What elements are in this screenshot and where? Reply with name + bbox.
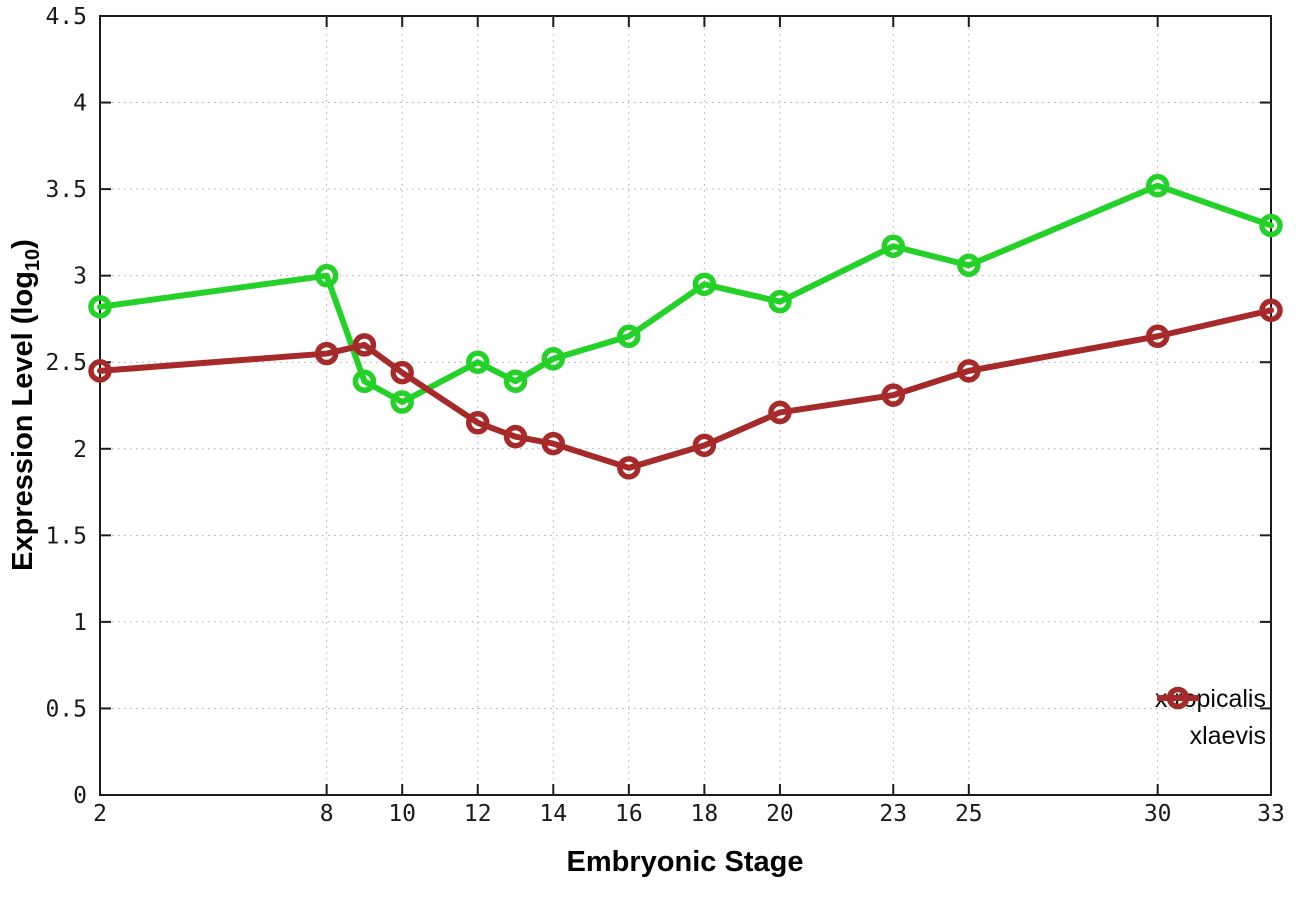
data-point-xtropicalis-stage-9 [352,369,377,394]
y-tick-label: 4 [73,91,87,117]
x-tick-label: 23 [879,801,907,827]
y-tick-label: 0.5 [45,696,87,722]
series-line-xtropicalis [97,182,1274,406]
data-point-xlaevis-stage-14 [541,431,566,456]
y-axis-title: Expression Level (log10) [7,239,45,571]
data-point-xtropicalis-stage-2 [88,295,112,319]
legend-item-xlaevis: xlaevis [1155,686,1266,752]
x-axis-title: Embryonic Stage [566,846,804,878]
x-tick-label: 25 [955,801,983,827]
data-point-xtropicalis-stage-13 [503,369,528,394]
data-point-xlaevis-stage-33 [1259,298,1283,323]
data-point-xlaevis-stage-2 [88,359,112,383]
y-tick-label: 3 [73,264,87,290]
legend-marker-xlaevis [1156,686,1199,710]
data-point-xtropicalis-stage-23 [881,234,906,258]
x-tick-label: 14 [539,801,567,827]
legend-label-xlaevis: xlaevis [1189,722,1266,750]
y-tick-label: 0 [73,783,87,809]
x-tick-label: 10 [388,801,416,827]
x-tick-label: 8 [320,801,334,827]
series-line-xlaevis [97,307,1274,471]
data-point-xtropicalis-stage-12 [465,350,490,374]
data-point-xlaevis-stage-25 [957,359,981,383]
data-point-xtropicalis-stage-10 [390,390,414,414]
data-point-xlaevis-stage-16 [617,456,641,480]
x-tick-label: 2 [93,801,107,827]
data-point-xlaevis-stage-18 [692,433,717,458]
y-axis-title-close: ) [7,239,40,249]
data-point-xtropicalis-stage-18 [692,272,717,297]
y-tick-label: 1 [73,610,87,636]
y-axis-title-text: Expression Level (log [7,271,40,571]
data-point-xlaevis-stage-9 [352,333,377,357]
y-tick-label: 1.5 [45,523,87,549]
data-point-xtropicalis-stage-16 [617,324,641,349]
data-point-xlaevis-stage-13 [503,424,528,449]
data-point-xlaevis-stage-10 [390,360,414,385]
x-tick-label: 18 [691,801,719,827]
data-point-xtropicalis-stage-8 [314,263,339,288]
x-tick-label: 30 [1144,801,1172,827]
x-tick-label: 16 [615,801,643,827]
x-tick-label: 20 [766,801,794,827]
data-point-xlaevis-stage-20 [768,400,792,425]
x-tick-label: 12 [464,801,492,827]
data-point-xtropicalis-stage-14 [541,347,566,371]
y-tick-label: 2 [73,437,87,463]
data-point-xlaevis-stage-30 [1145,324,1170,349]
data-point-xtropicalis-stage-25 [957,253,981,278]
data-point-xlaevis-stage-12 [465,411,490,435]
data-point-xlaevis-stage-8 [314,341,339,366]
x-tick-label: 33 [1257,801,1285,827]
data-point-xtropicalis-stage-33 [1259,213,1283,238]
legend: xtropicalis xlaevis [1155,684,1266,752]
y-tick-label: 4.5 [45,4,87,30]
plot-border [99,15,1272,796]
data-point-xlaevis-stage-23 [881,383,906,407]
y-axis-title-subscript: 10 [21,248,44,272]
data-point-xtropicalis-stage-20 [768,289,792,314]
y-tick-label: 2.5 [45,350,87,376]
data-point-xtropicalis-stage-30 [1145,173,1170,198]
y-tick-label: 3.5 [45,177,87,203]
